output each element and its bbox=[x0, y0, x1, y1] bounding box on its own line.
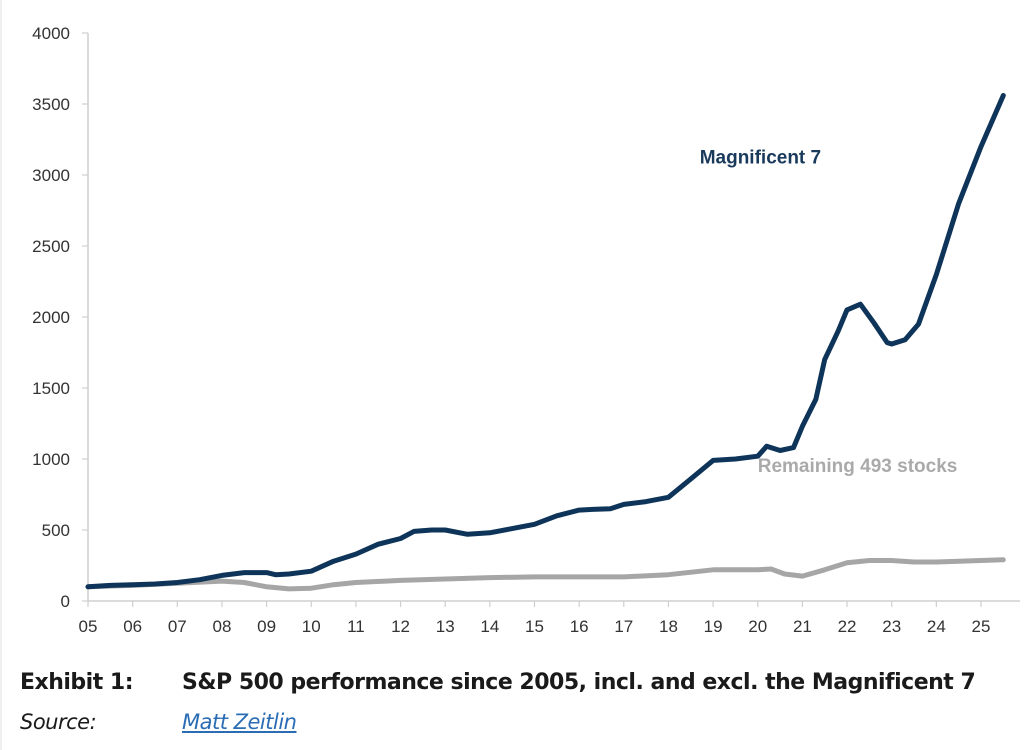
x-tick-label: 07 bbox=[168, 617, 187, 636]
series-lines bbox=[85, 93, 1006, 592]
series-line-magnificent-7 bbox=[85, 93, 1006, 590]
x-tick-label: 16 bbox=[570, 617, 589, 636]
series-line-remaining-493 bbox=[85, 557, 1006, 592]
x-tick-label: 05 bbox=[79, 617, 98, 636]
x-tick-label: 08 bbox=[212, 617, 231, 636]
x-tick-label: 21 bbox=[793, 617, 812, 636]
y-axis-ticks: 0 500 1000 1500 2000 2500 3000 3500 4000 bbox=[32, 24, 88, 611]
y-tick-label: 4000 bbox=[32, 24, 70, 43]
x-tick-label: 24 bbox=[927, 617, 946, 636]
y-tick-label: 2000 bbox=[32, 308, 70, 327]
y-tick-label: 3000 bbox=[32, 166, 70, 185]
x-tick-label: 25 bbox=[972, 617, 991, 636]
x-tick-label: 22 bbox=[838, 617, 857, 636]
x-tick-label: 12 bbox=[391, 617, 410, 636]
exhibit-title: S&P 500 performance since 2005, incl. an… bbox=[182, 670, 976, 695]
x-tick-label: 14 bbox=[480, 617, 499, 636]
label-magnificent-7: Magnificent 7 bbox=[700, 148, 821, 169]
annotations: Magnificent 7 Remaining 493 stocks bbox=[700, 148, 958, 477]
x-tick-label: 11 bbox=[347, 617, 365, 636]
x-tick-label: 06 bbox=[123, 617, 142, 636]
x-tick-label: 17 bbox=[614, 617, 633, 636]
y-tick-label: 2500 bbox=[32, 237, 70, 256]
source-link[interactable]: Matt Zeitlin bbox=[182, 710, 297, 734]
x-tick-label: 18 bbox=[659, 617, 678, 636]
y-tick-label: 1000 bbox=[32, 450, 70, 469]
source-line: Source: Matt Zeitlin bbox=[20, 710, 297, 734]
y-tick-label: 1500 bbox=[32, 379, 70, 398]
y-tick-label: 500 bbox=[42, 521, 70, 540]
exhibit-caption: Exhibit 1: S&P 500 performance since 2005… bbox=[20, 670, 976, 695]
x-tick-label: 13 bbox=[436, 617, 455, 636]
y-tick-label: 0 bbox=[61, 592, 70, 611]
x-axis-ticks: 05 06 07 08 09 10 11 12 13 14 15 16 17 18 19 20 21 22 23 24… bbox=[79, 601, 991, 636]
source-label: Source: bbox=[20, 710, 97, 734]
label-remaining-493: Remaining 493 stocks bbox=[758, 456, 958, 477]
x-tick-label: 15 bbox=[525, 617, 544, 636]
x-tick-label: 19 bbox=[704, 617, 723, 636]
y-tick-label: 3500 bbox=[32, 95, 70, 114]
x-tick-label: 20 bbox=[748, 617, 767, 636]
x-tick-label: 09 bbox=[257, 617, 276, 636]
exhibit-label: Exhibit 1: bbox=[20, 670, 134, 695]
x-tick-label: 10 bbox=[302, 617, 321, 636]
x-tick-label: 23 bbox=[882, 617, 901, 636]
